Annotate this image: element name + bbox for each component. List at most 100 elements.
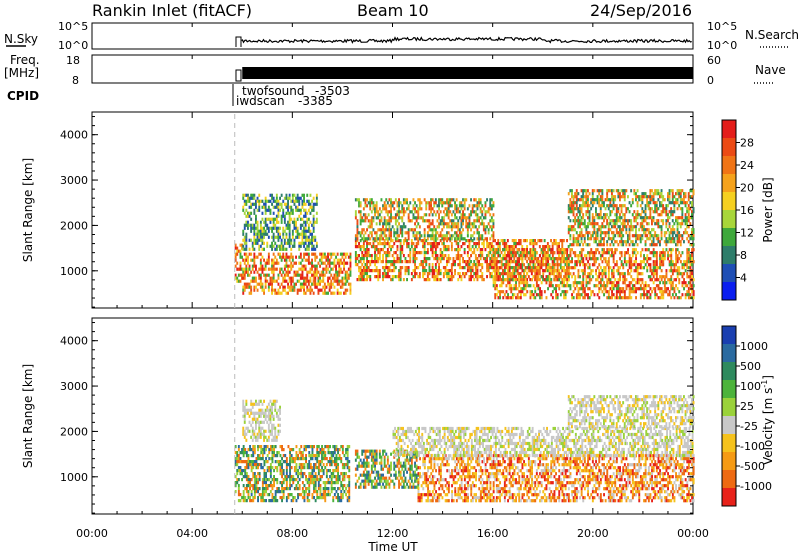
echo-cell	[249, 481, 251, 485]
echo-cell	[516, 257, 519, 261]
echo-cell	[652, 192, 655, 196]
echo-cell	[428, 219, 431, 223]
echo-cell	[388, 216, 391, 220]
echo-cell	[542, 278, 544, 282]
echo-cell	[689, 257, 692, 261]
echo-cell	[470, 254, 472, 258]
echo-cell	[612, 234, 615, 238]
echo-cell	[591, 275, 594, 279]
echo-cell	[425, 260, 428, 264]
echo-cell	[242, 205, 245, 209]
echo-cell	[370, 269, 373, 273]
echo-cell	[315, 241, 318, 245]
echo-cell	[407, 269, 410, 273]
echo-cell	[362, 213, 365, 217]
echo-cell	[263, 469, 266, 473]
echo-cell	[593, 219, 596, 223]
echo-cell	[266, 241, 269, 245]
echo-cell	[505, 257, 508, 261]
echo-cell	[280, 273, 283, 277]
echo-cell	[312, 270, 315, 274]
echo-cell	[598, 290, 601, 294]
echo-cell	[388, 228, 391, 232]
echo-cell	[635, 231, 637, 235]
echo-cell	[566, 248, 569, 252]
echo-cell	[296, 226, 299, 230]
echo-cell	[315, 196, 318, 200]
echo-cell	[444, 237, 447, 241]
echo-cell	[338, 264, 341, 268]
echo-cell	[447, 225, 450, 229]
echo-cell	[582, 296, 585, 300]
echo-cell	[521, 269, 524, 273]
echo-cell	[676, 269, 679, 273]
echo-cell	[482, 245, 485, 249]
echo-cell	[361, 278, 364, 282]
echo-cell	[237, 448, 240, 452]
echo-cell	[489, 272, 492, 276]
echo-cell	[245, 241, 248, 245]
echo-cell	[540, 266, 543, 270]
echo-cell	[444, 254, 447, 258]
echo-cell	[553, 242, 556, 246]
echo-cell	[260, 448, 263, 452]
echo-cell	[386, 260, 389, 264]
echo-cell	[633, 234, 636, 238]
echo-cell	[279, 255, 281, 259]
echo-cell	[596, 237, 599, 241]
echo-cell	[547, 260, 549, 264]
echo-cell	[412, 207, 415, 211]
echo-cell	[615, 204, 618, 208]
echo-cell	[606, 284, 609, 288]
echo-cell	[471, 275, 474, 279]
echo-cell	[295, 205, 297, 209]
echo-cell	[470, 269, 472, 273]
echo-cell	[668, 290, 671, 294]
echo-cell	[322, 276, 325, 280]
echo-cell	[676, 192, 679, 196]
echo-cell	[604, 272, 607, 276]
echo-cell	[545, 278, 548, 282]
echo-cell	[343, 261, 345, 265]
echo-cell	[412, 242, 415, 246]
echo-cell	[366, 237, 368, 241]
echo-cell	[591, 195, 594, 199]
echo-cell	[513, 269, 516, 273]
echo-cell	[684, 201, 687, 205]
echo-cell	[266, 199, 269, 203]
echo-cell	[670, 296, 673, 300]
echo-cell	[374, 204, 376, 208]
echo-cell	[251, 241, 254, 245]
echo-cell	[468, 222, 471, 226]
echo-cell	[328, 264, 331, 268]
echo-cell	[335, 270, 337, 274]
echo-cell	[407, 237, 410, 241]
echo-cell	[446, 210, 448, 214]
echo-cell	[619, 231, 621, 235]
echo-cell	[659, 257, 661, 261]
echo-cell	[550, 284, 553, 288]
echo-cell	[346, 270, 349, 274]
echo-cell	[269, 276, 272, 280]
echo-cell	[267, 229, 270, 233]
echo-cell	[524, 284, 527, 288]
echo-cell	[434, 239, 437, 243]
echo-cell	[243, 211, 246, 215]
echo-cell	[655, 234, 658, 238]
echo-cell	[293, 226, 296, 230]
echo-cell	[595, 237, 597, 241]
echo-cell	[518, 257, 520, 261]
echo-cell	[288, 238, 291, 242]
echo-cell	[474, 263, 477, 267]
echo-cell	[263, 235, 265, 239]
echo-cell	[282, 288, 285, 292]
echo-cell	[460, 213, 463, 217]
echo-cell	[667, 251, 669, 255]
echo-cell	[482, 222, 485, 226]
echo-cell	[611, 237, 613, 241]
echo-cell	[257, 445, 259, 449]
echo-cell	[625, 260, 628, 264]
echo-cell	[256, 288, 259, 292]
echo-cell	[585, 201, 588, 205]
echo-cell	[428, 278, 431, 282]
